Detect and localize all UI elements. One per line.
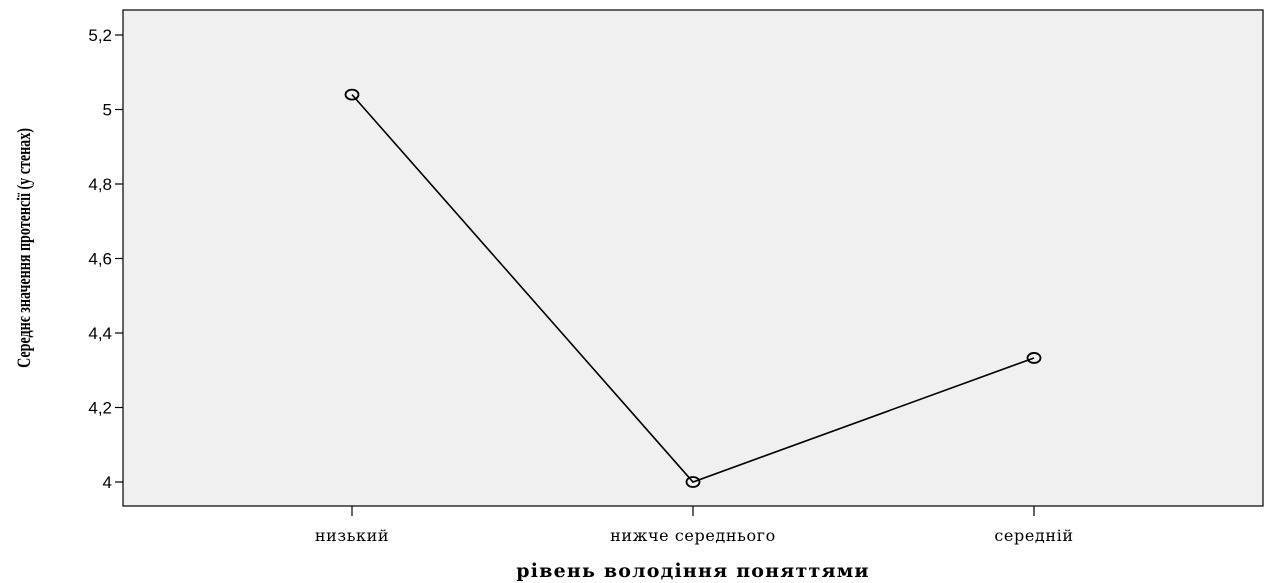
y-tick-label: 5,2 — [88, 26, 112, 45]
data-point-marker — [685, 476, 701, 488]
y-tick-label: 4,2 — [88, 399, 112, 418]
plot-area — [122, 9, 1264, 507]
y-tick-label: 4 — [103, 473, 112, 492]
x-axis-title: рівень володіння поняттями — [516, 560, 869, 582]
y-axis-title: Середнє значення протенсії (у стенах) — [13, 128, 35, 368]
x-axis: низький нижче середнього середній — [315, 506, 1073, 545]
series-layer — [344, 88, 1042, 488]
x-tick-label: середній — [994, 526, 1073, 545]
y-tick-label: 4,6 — [88, 250, 112, 269]
y-tick-label: 5 — [103, 101, 112, 120]
x-tick-label: нижче середнього — [610, 526, 776, 545]
series-line — [351, 94, 1035, 483]
y-axis: 4 4,2 4,4 4,6 4,8 5 5,2 — [88, 26, 123, 492]
y-tick-label: 4,8 — [88, 175, 112, 194]
y-tick-label: 4,4 — [88, 324, 112, 343]
data-point-marker — [1026, 352, 1042, 364]
x-tick-label: низький — [315, 526, 389, 545]
data-point-marker — [344, 88, 360, 101]
